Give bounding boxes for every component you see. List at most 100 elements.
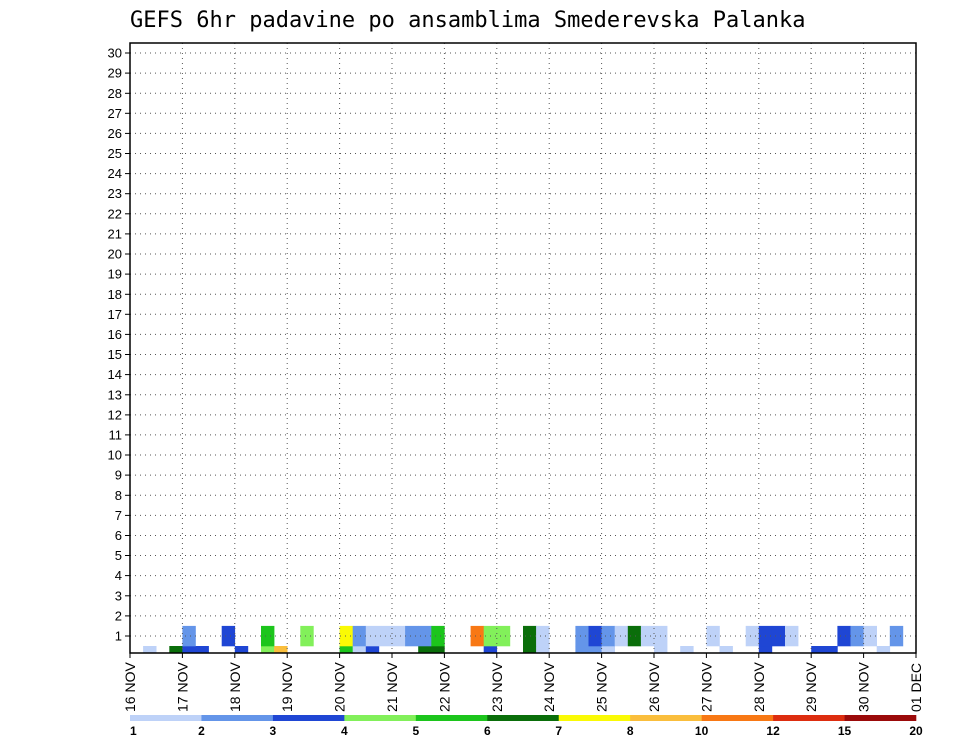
heatmap-cell bbox=[274, 646, 288, 654]
y-tick-label: 26 bbox=[108, 126, 122, 141]
colorbar-swatch bbox=[201, 715, 274, 721]
x-axis: 16 NOV 17 NOV 18 NOV 19 NOV 20 NOV 21 NOV 22 N… bbox=[122, 653, 924, 712]
heatmap-cell bbox=[143, 646, 157, 654]
x-tick-label: 19 NOV bbox=[279, 662, 295, 712]
x-tick-label: 17 NOV bbox=[174, 662, 190, 712]
y-tick-label: 22 bbox=[108, 206, 122, 221]
heatmap-cell bbox=[824, 646, 838, 654]
heatmap-cell bbox=[418, 625, 432, 647]
heatmap-cell bbox=[837, 625, 851, 647]
y-tick-label: 9 bbox=[115, 468, 122, 483]
heatmap-cell bbox=[261, 625, 275, 647]
plot-frame bbox=[129, 42, 917, 654]
heatmap-cell bbox=[418, 646, 432, 654]
heatmap-cell bbox=[352, 625, 367, 647]
colorbar-legend: 1 2 3 4 5 6 7 8 10 12 15 20 bbox=[130, 715, 923, 738]
x-tick-label: 25 NOV bbox=[594, 662, 610, 712]
heatmap-cells bbox=[143, 625, 904, 654]
grid-lines bbox=[129, 43, 917, 653]
y-tick-label: 15 bbox=[108, 347, 122, 362]
colorbar-label: 4 bbox=[341, 724, 348, 738]
y-tick-label: 30 bbox=[108, 46, 122, 61]
y-tick-label: 29 bbox=[108, 66, 122, 81]
heatmap-cell bbox=[745, 625, 760, 647]
heatmap-cell bbox=[221, 625, 236, 647]
y-tick-label: 25 bbox=[108, 146, 122, 161]
heatmap-cell bbox=[640, 625, 655, 647]
x-tick-label: 24 NOV bbox=[541, 662, 557, 712]
heatmap-cell bbox=[365, 646, 380, 654]
colorbar-label: 10 bbox=[695, 724, 709, 738]
heatmap-cell bbox=[195, 646, 209, 654]
heatmap-cell bbox=[850, 625, 864, 647]
heatmap-cell bbox=[261, 646, 275, 654]
heatmap-cell bbox=[588, 646, 602, 654]
heatmap-cell bbox=[339, 625, 353, 647]
x-tick-label: 20 NOV bbox=[332, 662, 348, 712]
heatmap-cell bbox=[627, 625, 642, 647]
x-tick-label: 21 NOV bbox=[384, 662, 400, 712]
heatmap-cell bbox=[575, 646, 589, 654]
heatmap-cell bbox=[431, 625, 445, 647]
x-tick-label: 23 NOV bbox=[489, 662, 505, 712]
heatmap-cell bbox=[785, 625, 799, 647]
y-axis: 1234567891011121314151617181920212223242… bbox=[108, 46, 130, 644]
colorbar-swatch bbox=[773, 715, 845, 721]
colorbar-swatch bbox=[130, 715, 202, 721]
x-tick-label: 01 DEC bbox=[908, 663, 924, 712]
y-tick-label: 2 bbox=[115, 608, 122, 623]
y-tick-label: 5 bbox=[115, 548, 122, 563]
y-tick-label: 1 bbox=[115, 629, 122, 644]
heatmap-cell bbox=[470, 625, 484, 647]
x-tick-label: 27 NOV bbox=[698, 662, 714, 712]
y-tick-label: 18 bbox=[108, 287, 122, 302]
y-tick-label: 4 bbox=[115, 568, 122, 583]
colorbar-label: 1 bbox=[130, 724, 137, 738]
x-tick-label: 18 NOV bbox=[227, 662, 243, 712]
y-tick-label: 13 bbox=[108, 387, 122, 402]
x-tick-label: 22 NOV bbox=[436, 662, 452, 712]
heatmap-cell bbox=[601, 646, 615, 654]
heatmap-cell bbox=[719, 646, 733, 654]
heatmap-cell bbox=[182, 625, 196, 647]
heatmap-cell bbox=[365, 625, 380, 647]
heatmap-cell bbox=[234, 646, 249, 654]
heatmap-cell bbox=[811, 646, 825, 654]
heatmap-cell bbox=[601, 625, 615, 647]
x-tick-label: 29 NOV bbox=[803, 662, 819, 712]
heatmap-cell bbox=[654, 646, 668, 654]
colorbar-swatch bbox=[344, 715, 417, 721]
colorbar-label: 3 bbox=[270, 724, 277, 738]
y-tick-label: 17 bbox=[108, 307, 122, 322]
colorbar-swatch bbox=[701, 715, 774, 721]
colorbar-swatch bbox=[844, 715, 917, 721]
colorbar-label: 6 bbox=[484, 724, 491, 738]
heatmap-cell bbox=[405, 625, 419, 647]
heatmap-cell bbox=[431, 646, 445, 654]
y-tick-label: 7 bbox=[115, 508, 122, 523]
heatmap-cell bbox=[758, 646, 773, 654]
heatmap-cell bbox=[536, 625, 550, 647]
heatmap-cell bbox=[876, 646, 891, 654]
heatmap-cell bbox=[352, 646, 367, 654]
x-tick-label: 16 NOV bbox=[122, 662, 138, 712]
y-tick-label: 21 bbox=[108, 226, 122, 241]
heatmap-cell bbox=[614, 625, 629, 647]
colorbar-swatch bbox=[558, 715, 631, 721]
heatmap-cell bbox=[771, 625, 786, 647]
y-tick-label: 24 bbox=[108, 166, 122, 181]
y-tick-label: 12 bbox=[108, 407, 122, 422]
heatmap-cell bbox=[300, 625, 314, 647]
colorbar-swatch bbox=[487, 715, 560, 721]
x-tick-label: 28 NOV bbox=[751, 662, 767, 712]
y-tick-label: 27 bbox=[108, 106, 122, 121]
x-tick-label: 30 NOV bbox=[856, 662, 872, 712]
colorbar-swatch bbox=[630, 715, 702, 721]
heatmap-cell bbox=[483, 646, 498, 654]
heatmap-cell bbox=[339, 646, 353, 654]
colorbar-label: 8 bbox=[627, 724, 634, 738]
colorbar-label: 12 bbox=[766, 724, 780, 738]
y-tick-label: 3 bbox=[115, 588, 122, 603]
heatmap-cell bbox=[496, 625, 511, 647]
